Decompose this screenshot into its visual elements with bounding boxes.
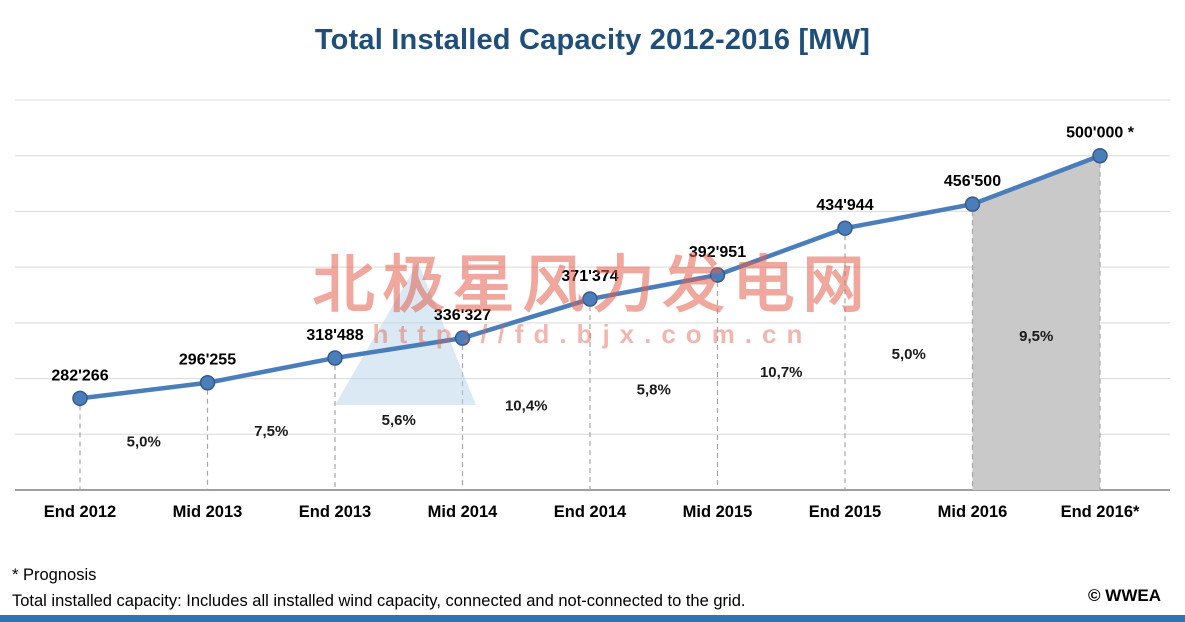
growth-percent-label: 5,0% [892,346,926,363]
data-point-marker [964,196,981,212]
bottom-blue-bar [0,615,1185,622]
data-point-label: 296'255 [179,352,236,369]
x-axis-label: Mid 2014 [428,503,499,521]
footnotes: * Prognosis Total installed capacity: In… [12,566,745,611]
growth-percent-label: 10,4% [505,397,548,414]
data-point-label: 336'327 [434,307,491,324]
data-point-label: 282'266 [51,367,108,384]
growth-percent-label: 7,5% [254,423,288,440]
x-axis-label: Mid 2013 [173,503,243,521]
data-point-marker [199,374,216,391]
watermark-logo-shape [335,262,476,405]
copyright-wwea: © WWEA [1088,586,1161,605]
x-axis-label: End 2014 [554,503,627,521]
data-point-label: 371'374 [561,268,618,285]
footnote-definition: Total installed capacity: Includes all i… [12,592,746,610]
x-axis-label: End 2013 [299,503,371,521]
data-point-marker [1092,147,1108,164]
growth-percent-label: 9,5% [1019,328,1053,345]
data-point-marker [327,350,343,366]
data-point-label: 456'500 [944,173,1001,190]
data-point-label: 392'951 [689,244,746,261]
chart-title: Total Installed Capacity 2012-2016 [MW] [314,24,871,56]
x-axis-label: Mid 2016 [938,503,1008,521]
footnote-prognosis: * Prognosis [12,566,97,584]
data-point-label: 500'000 * [1066,125,1135,142]
x-axis-label: Mid 2015 [683,503,753,521]
data-point-label: 318'488 [306,327,363,344]
data-point-marker [454,330,471,346]
x-axis-label: End 2012 [44,503,116,521]
x-axis-label: End 2015 [809,503,881,521]
growth-percent-label: 10,7% [760,364,803,381]
growth-percent-label: 5,6% [382,412,416,429]
growth-percent-label: 5,0% [127,433,161,450]
data-point-marker [709,267,726,283]
data-point-marker [837,220,853,236]
data-point-marker [72,390,88,407]
data-point-marker [582,291,598,307]
x-axis-label: End 2016* [1061,503,1140,521]
data-point-label: 434'944 [816,197,873,214]
prognosis-shaded-area [972,155,1100,490]
growth-percent-label: 5,8% [637,382,671,399]
